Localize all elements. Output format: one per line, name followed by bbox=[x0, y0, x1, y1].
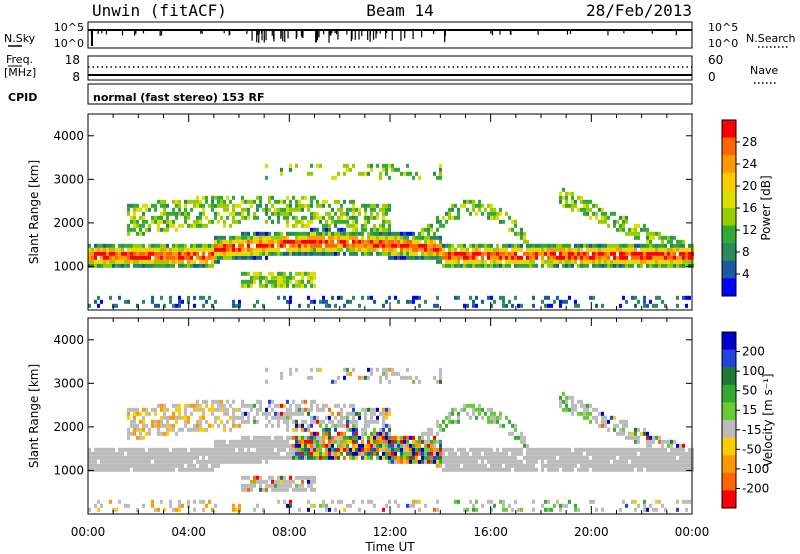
nsky-label: N.Sky bbox=[4, 32, 36, 45]
power-colorbar-segment-4 bbox=[722, 190, 736, 209]
freq-tick-high: 18 bbox=[65, 53, 80, 67]
x-tick-label-0: 00:00 bbox=[71, 525, 106, 539]
nsearch-tick-high: 10^5 bbox=[708, 21, 738, 34]
power-colorbar-tick-3: 16 bbox=[742, 201, 757, 215]
nave-tick-high: 60 bbox=[708, 53, 723, 67]
y-tick-label-0-1: 3000 bbox=[53, 172, 84, 186]
x-tick-label-3: 12:00 bbox=[373, 525, 408, 539]
velocity-colorbar-tick-7: -200 bbox=[742, 481, 769, 495]
power-colorbar-tick-2: 20 bbox=[742, 179, 757, 193]
station-title: Unwin (fitACF) bbox=[92, 1, 227, 20]
power-ylabel: Slant Range [km] bbox=[27, 160, 41, 264]
velocity-colorbar-segment-4 bbox=[722, 402, 736, 421]
nsearch-label: N.Search bbox=[746, 32, 796, 45]
cpid-strip bbox=[87, 83, 693, 105]
x-tick-label-4: 16:00 bbox=[473, 525, 508, 539]
nave-tick-low: 0 bbox=[708, 70, 716, 84]
beam-title: Beam 14 bbox=[366, 1, 433, 20]
freq-label-1: Freq. bbox=[6, 53, 33, 66]
velocity-colorbar-segment-0 bbox=[722, 332, 736, 351]
power-colorbar-tick-4: 12 bbox=[742, 223, 757, 237]
velocity-colorbar-tick-4: -15 bbox=[742, 423, 762, 437]
velocity-colorbar-segment-8 bbox=[722, 472, 736, 491]
nsky-tick-high: 10^5 bbox=[54, 21, 84, 34]
power-colorbar-segment-5 bbox=[722, 208, 736, 227]
velocity-colorbar-tick-0: 200 bbox=[742, 345, 765, 359]
y-tick-label-1-2: 2000 bbox=[53, 420, 84, 434]
velocity-colorbar-label: Velocity [m s⁻¹] bbox=[761, 373, 775, 466]
power-colorbar-segment-6 bbox=[722, 225, 736, 244]
x-tick-label-5: 20:00 bbox=[574, 525, 609, 539]
velocity-panel: 4000 3000 2000 1000 00:00 04:00 08:00 12:00 16:… bbox=[53, 317, 710, 539]
power-colorbar-segment-3 bbox=[722, 172, 736, 191]
velocity-colorbar-segment-7 bbox=[722, 455, 736, 474]
y-tick-label-1-3: 1000 bbox=[53, 463, 84, 477]
velocity-colorbar-segment-6 bbox=[722, 437, 736, 456]
power-colorbar-segment-1 bbox=[722, 137, 736, 156]
x-tick-label-6: 00:00 bbox=[675, 525, 710, 539]
velocity-colorbar-tick-1: 100 bbox=[742, 364, 765, 378]
x-tick-label-2: 08:00 bbox=[272, 525, 307, 539]
velocity-colorbar-tick-2: 50 bbox=[742, 384, 757, 398]
nsearch-tick-low: 10^0 bbox=[708, 37, 738, 50]
power-colorbar-label: Power [dB] bbox=[759, 175, 773, 240]
freq-tick-low: 8 bbox=[72, 70, 80, 84]
x-tick-label-1: 04:00 bbox=[171, 525, 206, 539]
y-tick-label-0-3: 1000 bbox=[53, 259, 84, 273]
freq-strip bbox=[87, 55, 693, 81]
y-tick-label-0-0: 4000 bbox=[53, 129, 84, 143]
nsky-tick-low: 10^0 bbox=[54, 37, 84, 50]
velocity-colorbar-segment-3 bbox=[722, 384, 736, 403]
cpid-text: normal (fast stereo) 153 RF bbox=[93, 91, 265, 104]
power-colorbar-segment-9 bbox=[722, 278, 736, 297]
y-tick-label-1-0: 4000 bbox=[53, 333, 84, 347]
power-colorbar-segment-2 bbox=[722, 155, 736, 174]
power-colorbar-segment-8 bbox=[722, 260, 736, 279]
cpid-label: CPID bbox=[8, 91, 37, 104]
power-colorbar-tick-6: 4 bbox=[742, 267, 750, 281]
power-colorbar-tick-1: 24 bbox=[742, 157, 757, 171]
power-colorbar: 28 24 20 16 12 8 4 bbox=[721, 119, 757, 297]
velocity-colorbar-tick-6: -100 bbox=[742, 462, 769, 476]
freq-label-2: [MHz] bbox=[4, 66, 36, 79]
y-tick-label-0-2: 2000 bbox=[53, 216, 84, 230]
velocity-colorbar: 200 100 50 15 -15 -50 -100 -200 bbox=[721, 331, 769, 509]
power-colorbar-tick-5: 8 bbox=[742, 245, 750, 259]
velocity-colorbar-segment-2 bbox=[722, 367, 736, 386]
velocity-colorbar-tick-3: 15 bbox=[742, 403, 757, 417]
nave-label: Nave bbox=[750, 64, 778, 77]
power-panel: 4000 3000 2000 1000 bbox=[53, 113, 694, 311]
y-tick-label-1-1: 3000 bbox=[53, 376, 84, 390]
velocity-colorbar-segment-5 bbox=[722, 420, 736, 439]
noise-strip bbox=[87, 21, 693, 49]
power-colorbar-segment-7 bbox=[722, 243, 736, 262]
velocity-colorbar-segment-1 bbox=[722, 349, 736, 368]
velocity-xlabel: Time UT bbox=[364, 540, 415, 554]
velocity-ylabel: Slant Range [km] bbox=[27, 364, 41, 468]
date-title: 28/Feb/2013 bbox=[586, 1, 692, 20]
velocity-colorbar-tick-5: -50 bbox=[742, 442, 762, 456]
power-colorbar-tick-0: 28 bbox=[742, 135, 757, 149]
power-colorbar-segment-0 bbox=[722, 120, 736, 139]
velocity-colorbar-segment-9 bbox=[722, 490, 736, 509]
